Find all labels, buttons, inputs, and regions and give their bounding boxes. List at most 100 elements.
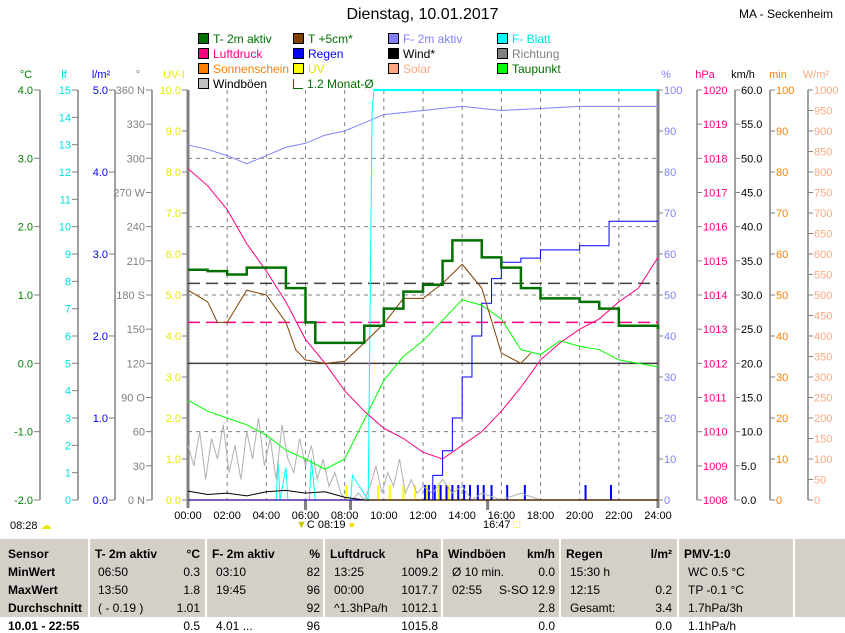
- axis-tick-label: 120: [127, 358, 145, 370]
- axis-tick-label: 40: [776, 331, 788, 343]
- table-cell: 1017.7: [401, 583, 438, 597]
- axis-tick-label: 1018: [703, 153, 727, 165]
- table-cell: 82: [306, 565, 320, 579]
- axis-tick-label: 90: [664, 126, 676, 138]
- axis-tick-label: 1014: [703, 290, 727, 302]
- table-cell: 1012.1: [401, 601, 438, 615]
- table-cell: T- 2m aktiv: [95, 547, 158, 561]
- table-column-divider: [793, 539, 795, 617]
- legend-label: F- Blatt: [512, 32, 551, 46]
- axis-tick-label: 1017: [703, 188, 727, 200]
- legend-swatch: [388, 33, 399, 44]
- axis-tick-label: 9.0: [166, 126, 181, 138]
- frost-text: C: [306, 519, 315, 531]
- axis-tick-label: 11: [60, 194, 71, 206]
- axis-tick-label: 700: [814, 208, 832, 220]
- table-cell: 1.8: [183, 583, 200, 597]
- axis-tick-label: 1015: [703, 256, 727, 268]
- legend-item: Solar: [388, 62, 431, 77]
- axis-tick-label: 25.0: [741, 324, 762, 336]
- axis-tick-label: 1020: [703, 85, 727, 97]
- axis-tick-label: 9: [65, 249, 71, 261]
- axis-tick-label: 50: [664, 290, 676, 302]
- axis-tick-label: 1019: [703, 119, 727, 131]
- sunrise-time: 08:19: [317, 519, 346, 531]
- statistics-table: Sensor T- 2m aktiv F- 2m aktiv Luftdruck Win…: [0, 537, 845, 633]
- x-tick-label: 12:00: [409, 510, 437, 522]
- table-cell: 1.7hPa/3h: [688, 601, 743, 615]
- table-cell: km/h: [526, 547, 555, 561]
- axis-tick-label: 850: [814, 147, 832, 159]
- legend-item: UV: [293, 62, 325, 77]
- table-cell: 03:10: [216, 565, 247, 579]
- x-tick-label: 04:00: [253, 510, 281, 522]
- axis-tick-label: 2.0: [166, 413, 181, 425]
- table-column-divider: [677, 539, 679, 617]
- x-tick-label: 22:00: [605, 510, 633, 522]
- axis-tick-label: 6: [65, 331, 71, 343]
- axis-unit-label: l/m²: [92, 69, 111, 81]
- legend-label: Taupunkt: [512, 62, 561, 76]
- axis-tick-label: 4.0: [166, 331, 181, 343]
- sunset-icon: □: [513, 519, 521, 531]
- axis-tick-label: 13: [59, 140, 71, 152]
- table-cell: 13:50: [98, 583, 129, 597]
- axis-tick-label: 35.0: [741, 256, 762, 268]
- axis-tick-label: 80: [776, 167, 788, 179]
- table-cell: F- 2m aktiv: [212, 547, 275, 561]
- axis-tick-label: 15: [59, 85, 71, 97]
- axis-tick-label: 0.0: [166, 495, 181, 507]
- legend-label: Luftdruck: [213, 47, 263, 61]
- axis-tick-label: 50: [814, 475, 826, 487]
- axis-tick-label: 7.0: [166, 208, 181, 220]
- legend-swatch: [497, 33, 508, 44]
- axis-tick-label: 750: [814, 188, 832, 200]
- axis-unit-label: UV-I: [163, 69, 184, 81]
- axis-tick-label: 400: [814, 331, 832, 343]
- series-line-luftdruck: [187, 168, 659, 460]
- axis-tick-label: 1: [65, 468, 71, 480]
- axis-tick-label: 100: [776, 85, 794, 97]
- axis-unit-label: %: [661, 69, 671, 81]
- axis-tick-label: 150: [127, 324, 145, 336]
- axis-tick-label: 300: [127, 153, 145, 165]
- legend-swatch: [388, 48, 399, 59]
- legend-swatch: [198, 78, 209, 89]
- table-column-divider: [205, 539, 207, 617]
- axis-tick-label: 1.0: [93, 413, 108, 425]
- axis-tick-label: 0.0: [741, 495, 756, 507]
- axis-tick-label: 300: [814, 372, 832, 384]
- series-line-taupunkt: [187, 299, 659, 470]
- legend-item: Taupunkt: [497, 62, 561, 77]
- cloud-sun-icon: ☁: [40, 520, 52, 532]
- axis-tick-label: 0: [814, 495, 820, 507]
- x-tick-label: 20:00: [566, 510, 594, 522]
- axis-tick-label: 30.0: [741, 290, 762, 302]
- axis-tick-label: 650: [814, 229, 832, 241]
- series-line-f-blatt: [188, 89, 658, 502]
- table-cell: 00:00: [334, 583, 365, 597]
- axis-tick-label: 60: [776, 249, 788, 261]
- table-cell: Luftdruck: [330, 547, 386, 561]
- axis-tick-label: 20.0: [741, 358, 762, 370]
- table-cell: 0.0: [538, 619, 555, 633]
- axis-tick-label: 550: [814, 270, 832, 282]
- axis-tick-label: 10: [664, 454, 676, 466]
- axis-tick-label: -2.0: [14, 495, 33, 507]
- table-cell: Gesamt:: [570, 601, 616, 615]
- legend-label: 1.2 Monat-Ø: [307, 77, 374, 91]
- table-cell: S-SO 12.9: [498, 583, 555, 597]
- axis-tick-label: 3.0: [18, 153, 33, 165]
- chart-title: Dienstag, 10.01.2017: [346, 6, 499, 23]
- table-column-divider: [88, 539, 90, 617]
- axis-tick-label: 60: [664, 249, 676, 261]
- axis-tick-label: 20: [776, 413, 788, 425]
- legend-item: F- 2m aktiv: [388, 32, 462, 47]
- axis-tick-label: 8.0: [166, 167, 181, 179]
- table-cell: 06:50: [98, 565, 129, 579]
- axis-tick-label: 100: [814, 454, 832, 466]
- axis-tick-label: 5.0: [166, 290, 181, 302]
- series-line-t-2m-aktiv: [188, 239, 660, 345]
- table-cell: 96: [306, 619, 320, 633]
- legend-item: Sonnenschein: [198, 62, 289, 77]
